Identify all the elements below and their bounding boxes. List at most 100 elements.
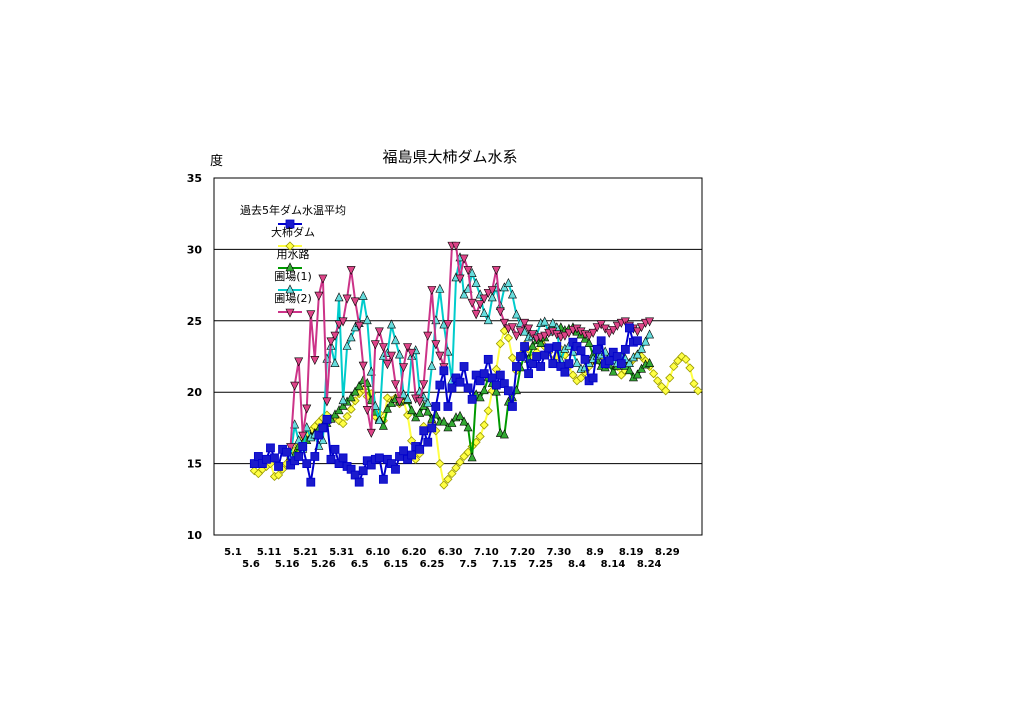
y-tick-label: 20 <box>187 386 203 399</box>
data-point <box>507 323 517 333</box>
data-point <box>386 319 396 329</box>
data-point <box>399 363 409 373</box>
data-point <box>382 403 392 413</box>
data-point <box>274 462 283 471</box>
data-point <box>463 422 473 432</box>
legend-item: 圃場(1) <box>274 270 312 294</box>
data-point <box>399 446 408 456</box>
series-0 <box>249 323 642 487</box>
data-point <box>431 340 441 350</box>
data-point <box>584 331 594 341</box>
data-point <box>467 394 477 404</box>
data-point <box>649 369 659 379</box>
data-point <box>298 431 308 441</box>
data-point <box>475 431 485 442</box>
data-point <box>620 344 630 354</box>
x-tick-label: 8.4 <box>568 559 586 570</box>
data-point <box>479 385 489 395</box>
legend-item: 過去5年ダム水温平均 <box>240 203 346 229</box>
y-tick-label: 10 <box>187 529 203 542</box>
x-tick-label: 6.25 <box>420 559 445 570</box>
data-point <box>273 470 284 480</box>
data-point <box>495 307 505 317</box>
data-point <box>322 397 332 407</box>
data-point <box>378 474 388 484</box>
data-point <box>326 454 336 464</box>
x-tick-label: 7.30 <box>546 547 571 558</box>
data-point <box>342 294 352 304</box>
data-point <box>632 349 642 359</box>
legend-marker <box>285 241 295 251</box>
data-point <box>322 414 332 424</box>
data-point <box>423 437 433 447</box>
data-point <box>625 323 634 333</box>
data-point <box>374 415 384 425</box>
data-point <box>439 416 449 426</box>
data-point <box>318 423 328 433</box>
x-tick-label: 6.30 <box>438 547 463 558</box>
data-point <box>560 331 570 341</box>
data-point <box>499 318 509 328</box>
data-point <box>516 327 525 337</box>
data-point <box>439 366 449 376</box>
data-point <box>632 327 642 337</box>
data-point <box>608 366 618 376</box>
data-point <box>463 383 473 393</box>
data-point <box>475 392 485 402</box>
data-point <box>455 377 465 387</box>
data-point <box>645 317 655 327</box>
data-point <box>661 386 671 396</box>
data-point <box>491 266 501 276</box>
x-tick-label: 5.11 <box>257 547 282 558</box>
data-point <box>459 254 469 264</box>
data-point <box>536 337 546 347</box>
x-tick-label: 5.16 <box>275 559 300 570</box>
data-point <box>330 357 340 367</box>
data-point <box>366 428 376 438</box>
data-point <box>568 370 578 380</box>
data-point <box>374 453 384 463</box>
series-4 <box>286 241 655 453</box>
data-point <box>479 369 489 379</box>
data-point <box>318 274 328 284</box>
y-axis-unit-label: 度 <box>210 153 223 169</box>
data-point <box>427 423 437 433</box>
data-point <box>338 453 348 463</box>
data-point <box>330 444 340 454</box>
data-point <box>342 340 352 350</box>
data-point <box>362 406 372 416</box>
data-point <box>483 354 493 364</box>
data-point <box>318 435 328 445</box>
data-point <box>588 373 598 383</box>
data-point <box>314 291 324 301</box>
data-point <box>294 452 304 461</box>
x-tick-label: 8.19 <box>619 547 644 558</box>
data-point <box>459 362 469 371</box>
data-point <box>580 354 590 364</box>
data-point <box>439 480 449 490</box>
x-tick-label: 5.6 <box>242 559 260 570</box>
x-tick-label: 7.10 <box>474 547 499 558</box>
data-point <box>503 333 513 343</box>
data-point <box>423 397 433 407</box>
data-point <box>499 429 509 439</box>
data-point <box>338 317 348 327</box>
legend-label: 圃場(1) <box>274 270 312 283</box>
data-point <box>685 363 695 373</box>
data-point <box>520 318 530 328</box>
data-point <box>564 328 574 338</box>
legend-marker <box>285 284 295 294</box>
data-point <box>354 321 364 331</box>
data-point <box>532 352 542 361</box>
legend-item: 大柿ダム <box>271 225 315 251</box>
data-point <box>346 404 356 414</box>
data-point <box>471 310 481 320</box>
x-tick-label: 7.25 <box>528 559 553 570</box>
x-tick-label: 5.21 <box>293 547 318 558</box>
data-point <box>423 406 433 416</box>
x-tick-label: 7.20 <box>510 547 535 558</box>
data-point <box>338 419 348 429</box>
data-point <box>443 474 453 484</box>
data-point <box>334 292 344 302</box>
data-point <box>306 477 316 487</box>
